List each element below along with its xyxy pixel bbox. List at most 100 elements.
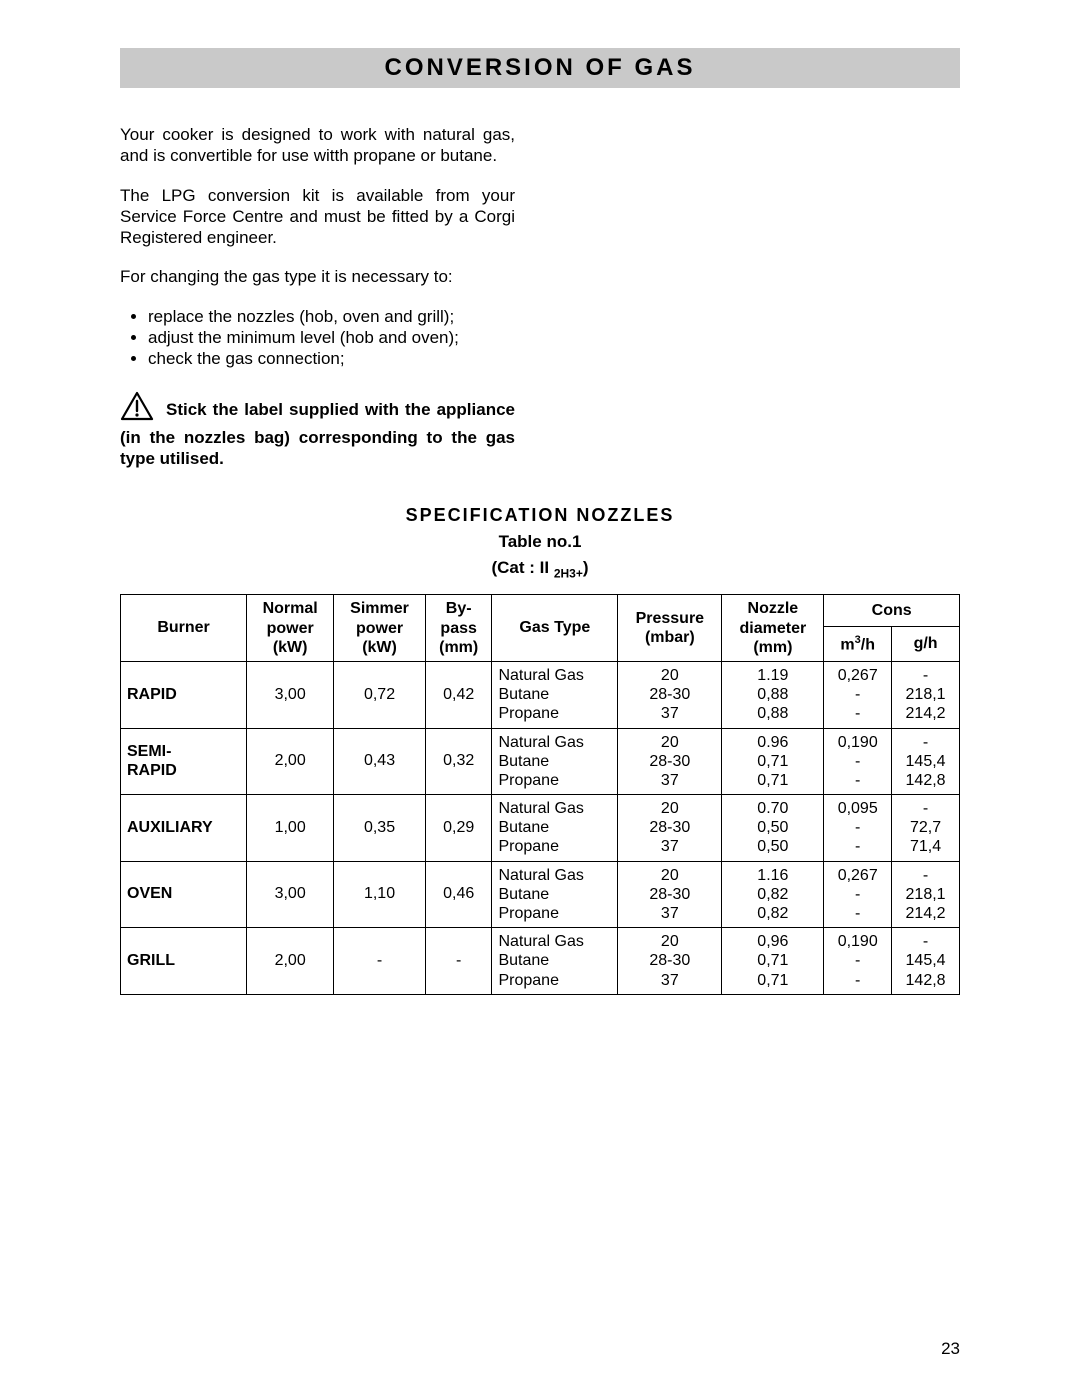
intro-paragraph-2: The LPG conversion kit is available from… xyxy=(120,185,515,249)
cell-nozzle: 0.70 0,50 0,50 xyxy=(722,795,824,862)
spec-title: SPECIFICATION NOZZLES xyxy=(120,505,960,526)
gas-line: Natural Gas xyxy=(498,866,611,885)
table-head: Burner Normal power (kW) Simmer power (k… xyxy=(121,595,960,662)
col-burner: Burner xyxy=(121,595,247,662)
hdr-text: /h xyxy=(861,636,875,653)
cell-bypass: 0,29 xyxy=(425,795,492,862)
val-line: 37 xyxy=(624,971,715,990)
val-line: - xyxy=(830,885,885,904)
hdr-line: power xyxy=(340,619,419,638)
val-line: 0,71 xyxy=(728,771,817,790)
gas-line: Butane xyxy=(498,951,611,970)
cell-burner: AUXILIARY xyxy=(121,795,247,862)
intro-column: Your cooker is designed to work with nat… xyxy=(120,124,515,469)
cell-simmer: 1,10 xyxy=(334,861,426,928)
cell-m3h: 0,267 - - xyxy=(824,861,892,928)
cell-gh: - 218,1 214,2 xyxy=(892,861,960,928)
val-line: 20 xyxy=(624,866,715,885)
col-nozzle-diameter: Nozzle diameter (mm) xyxy=(722,595,824,662)
val-line: 28-30 xyxy=(624,752,715,771)
cell-bypass: - xyxy=(425,928,492,995)
header-row-1: Burner Normal power (kW) Simmer power (k… xyxy=(121,595,960,627)
cell-burner: SEMI- RAPID xyxy=(121,728,247,795)
gas-line: Propane xyxy=(498,971,611,990)
hdr-line: (mbar) xyxy=(624,628,715,647)
cell-m3h: 0,190 - - xyxy=(824,928,892,995)
val-line: 37 xyxy=(624,837,715,856)
val-line: 28-30 xyxy=(624,885,715,904)
hdr-text: m xyxy=(840,636,854,653)
gas-line: Propane xyxy=(498,704,611,723)
cell-burner: GRILL xyxy=(121,928,247,995)
table-row: AUXILIARY 1,00 0,35 0,29 Natural Gas But… xyxy=(121,795,960,862)
col-normal-power: Normal power (kW) xyxy=(247,595,334,662)
val-line: 37 xyxy=(624,771,715,790)
val-line: 0,71 xyxy=(728,951,817,970)
val-line: 37 xyxy=(624,904,715,923)
val-line: 0,267 xyxy=(830,666,885,685)
val-line: 0.70 xyxy=(728,799,817,818)
val-line: - xyxy=(830,752,885,771)
val-line: 0,88 xyxy=(728,704,817,723)
val-line: 214,2 xyxy=(898,704,953,723)
gas-line: Butane xyxy=(498,752,611,771)
hdr-line: diameter xyxy=(728,619,817,638)
val-line: - xyxy=(830,685,885,704)
col-gas-type: Gas Type xyxy=(492,595,618,662)
val-line: - xyxy=(898,733,953,752)
cell-simmer: 0,43 xyxy=(334,728,426,795)
cell-pressure: 20 28-30 37 xyxy=(618,728,722,795)
hdr-line: (mm) xyxy=(728,638,817,657)
cell-m3h: 0,095 - - xyxy=(824,795,892,862)
col-simmer-power: Simmer power (kW) xyxy=(334,595,426,662)
cell-m3h: 0,267 - - xyxy=(824,661,892,728)
hdr-line: (mm) xyxy=(432,638,486,657)
cell-normal: 2,00 xyxy=(247,928,334,995)
cell-simmer: 0,72 xyxy=(334,661,426,728)
val-line: - xyxy=(830,771,885,790)
val-line: 214,2 xyxy=(898,904,953,923)
col-cons: Cons xyxy=(824,595,960,627)
gas-line: Butane xyxy=(498,685,611,704)
cell-gh: - 145,4 142,8 xyxy=(892,928,960,995)
val-line: 0,82 xyxy=(728,904,817,923)
col-bypass: By- pass (mm) xyxy=(425,595,492,662)
cell-nozzle: 0.96 0,71 0,71 xyxy=(722,728,824,795)
val-line: 20 xyxy=(624,932,715,951)
table-caption: Table no.1 xyxy=(120,532,960,552)
page-root: CONVERSION OF GAS Your cooker is designe… xyxy=(0,0,1080,1397)
val-line: 28-30 xyxy=(624,818,715,837)
cell-pressure: 20 28-30 37 xyxy=(618,661,722,728)
cell-normal: 2,00 xyxy=(247,728,334,795)
cell-gas-type: Natural Gas Butane Propane xyxy=(492,928,618,995)
val-line: - xyxy=(830,837,885,856)
cell-gas-type: Natural Gas Butane Propane xyxy=(492,861,618,928)
val-line: 0,71 xyxy=(728,971,817,990)
val-line: 37 xyxy=(624,704,715,723)
cell-nozzle: 0,96 0,71 0,71 xyxy=(722,928,824,995)
val-line: 0,190 xyxy=(830,733,885,752)
col-cons-m3h: m3/h xyxy=(824,627,892,662)
gas-line: Propane xyxy=(498,904,611,923)
hdr-line: Nozzle xyxy=(728,599,817,618)
table-row: OVEN 3,00 1,10 0,46 Natural Gas Butane P… xyxy=(121,861,960,928)
cell-gh: - 145,4 142,8 xyxy=(892,728,960,795)
val-line: 0,82 xyxy=(728,885,817,904)
val-line: - xyxy=(898,799,953,818)
val-line: 0,190 xyxy=(830,932,885,951)
cell-m3h: 0,190 - - xyxy=(824,728,892,795)
hdr-line: Pressure xyxy=(624,609,715,628)
gas-line: Propane xyxy=(498,771,611,790)
val-line: 0,88 xyxy=(728,685,817,704)
table-row: SEMI- RAPID 2,00 0,43 0,32 Natural Gas B… xyxy=(121,728,960,795)
category-line: (Cat : II 2H3+) xyxy=(120,558,960,580)
gas-line: Natural Gas xyxy=(498,799,611,818)
hdr-line: (kW) xyxy=(340,638,419,657)
table-body: RAPID 3,00 0,72 0,42 Natural Gas Butane … xyxy=(121,661,960,994)
hdr-line: power xyxy=(253,619,327,638)
val-line: - xyxy=(830,818,885,837)
val-line: 218,1 xyxy=(898,685,953,704)
val-line: 72,7 xyxy=(898,818,953,837)
val-line: 0,71 xyxy=(728,752,817,771)
val-line: 0.96 xyxy=(728,733,817,752)
